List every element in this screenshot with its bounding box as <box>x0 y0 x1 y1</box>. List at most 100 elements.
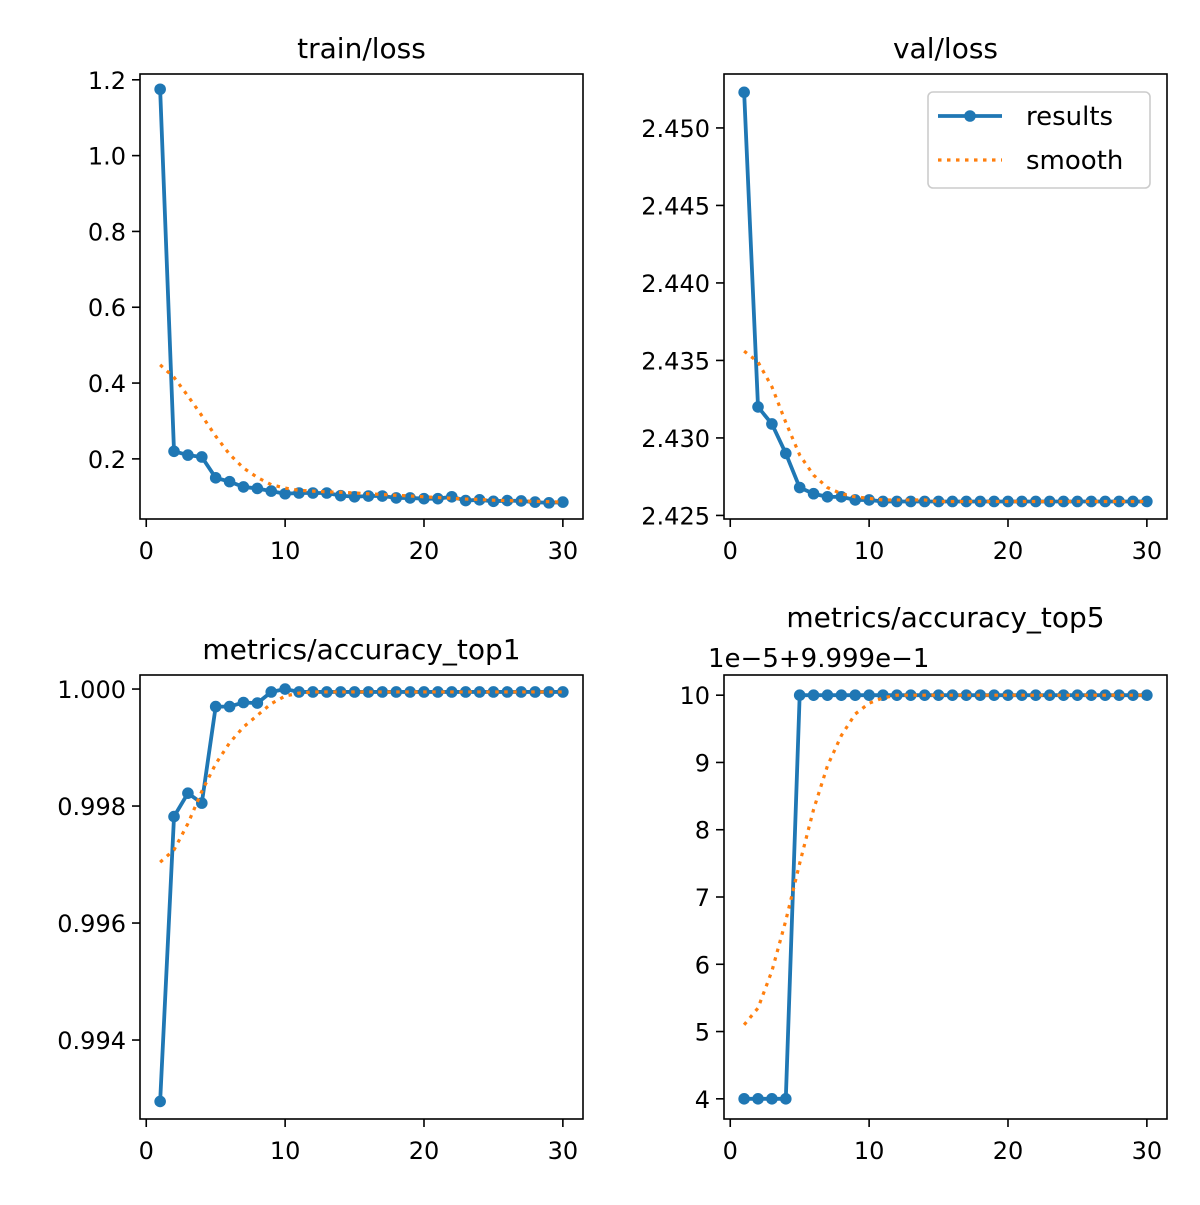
data-point-results <box>279 683 291 695</box>
chart-title: metrics/accuracy_top5 <box>786 601 1104 634</box>
data-point-results <box>988 689 1000 701</box>
x-tick-label: 10 <box>854 1137 885 1165</box>
data-point-results <box>752 401 764 413</box>
data-point-results <box>1141 689 1153 701</box>
series-line-results <box>158 687 563 1102</box>
data-point-results <box>766 1093 778 1105</box>
y-tick-label: 6 <box>695 951 710 979</box>
y-tick-label: 10 <box>679 682 710 710</box>
data-point-results <box>988 495 1000 508</box>
data-point-results <box>793 481 806 494</box>
y-tick-label: 2.430 <box>641 425 710 453</box>
y-tick-label: 7 <box>695 884 710 912</box>
data-point-results <box>251 697 264 709</box>
data-point-results <box>779 1093 792 1105</box>
data-point-results <box>404 492 416 504</box>
y-tick-label: 9 <box>695 749 710 777</box>
series-line-smooth <box>159 363 563 504</box>
data-point-results <box>1016 495 1028 508</box>
data-point-results <box>1057 495 1070 508</box>
data-point-results <box>237 696 250 709</box>
data-point-results <box>168 810 180 823</box>
data-point-results <box>182 787 194 799</box>
data-point-results <box>362 686 375 698</box>
data-point-results <box>1029 689 1042 701</box>
data-point-results <box>1127 689 1139 701</box>
data-point-results <box>168 445 180 458</box>
data-point-results <box>1002 689 1014 701</box>
axes-frame <box>139 73 584 520</box>
y-tick-label: 2.435 <box>641 347 710 375</box>
x-tick-label: 30 <box>548 1137 579 1165</box>
data-point-results <box>863 689 875 701</box>
data-point-results <box>877 495 889 508</box>
chart-title: train/loss <box>297 32 426 65</box>
legend: results smooth <box>927 91 1151 189</box>
data-point-results <box>960 689 973 701</box>
y-tick-label: 0.998 <box>57 793 126 821</box>
data-point-results <box>960 495 973 508</box>
data-point-results <box>376 686 389 698</box>
data-point-results <box>487 686 500 698</box>
data-point-results <box>223 475 236 488</box>
data-point-results <box>821 491 834 503</box>
series-line-smooth <box>743 349 1147 504</box>
data-point-results <box>237 481 250 493</box>
data-point-results <box>209 700 222 713</box>
series-line-results <box>158 89 563 505</box>
x-tick-label: 0 <box>723 1137 738 1165</box>
x-tick-label: 30 <box>1132 1137 1163 1165</box>
data-point-results <box>432 686 444 698</box>
data-point-results <box>307 487 319 499</box>
x-tick-label: 30 <box>548 537 579 565</box>
y-tick-label: 0.996 <box>57 910 126 938</box>
data-point-results <box>515 686 528 698</box>
y-tick-label: 2.425 <box>641 502 710 530</box>
y-tick-label: 1.0 <box>88 143 126 171</box>
data-point-results <box>904 689 917 701</box>
y-tick-label: 1.000 <box>57 676 126 704</box>
legend-label-results: results <box>1026 102 1113 132</box>
data-point-results <box>418 492 430 505</box>
data-point-results <box>1141 495 1153 508</box>
chart-panel-1: train/loss 0 10 20 30 0.2 0.4 0.6 0.8 1.0 1.2 <box>88 32 584 565</box>
x-tick-label: 0 <box>139 1137 154 1165</box>
data-point-results <box>459 686 472 698</box>
data-point-results <box>793 689 806 701</box>
y-tick-label: 0.6 <box>88 294 126 322</box>
data-point-results <box>209 472 222 484</box>
axes-frame <box>139 674 584 1120</box>
data-point-results <box>195 451 208 463</box>
data-point-results <box>557 496 569 508</box>
y-tick-label: 1.2 <box>88 67 126 95</box>
y-tick-label: 5 <box>695 1019 710 1047</box>
y-tick-label: 2.440 <box>641 270 710 298</box>
y-tick-label: 8 <box>695 817 710 845</box>
axes-frame <box>723 73 1168 520</box>
data-point-results <box>752 1093 764 1105</box>
data-point-results <box>932 495 945 508</box>
x-tick-label: 20 <box>993 537 1024 565</box>
chart-title: val/loss <box>893 32 998 65</box>
data-point-results <box>1029 495 1042 508</box>
x-tick-label: 0 <box>723 537 738 565</box>
data-point-results <box>265 485 278 497</box>
data-point-results <box>154 1095 166 1108</box>
data-point-results <box>835 689 848 701</box>
data-point-results <box>251 482 264 495</box>
data-point-results <box>1113 495 1125 508</box>
series-line-smooth <box>742 693 1147 1026</box>
axes-frame <box>723 674 1168 1120</box>
y-tick-label: 0.4 <box>88 370 126 398</box>
x-tick-label: 20 <box>409 537 440 565</box>
data-point-results <box>1085 689 1098 701</box>
y-tick-label: 0.8 <box>88 218 126 246</box>
chart-panel-2: val/loss 0 10 20 30 2.425 2.430 2.435 2.440 2.445… <box>641 32 1168 565</box>
y-tick-label: 4 <box>695 1086 710 1114</box>
series-line-results <box>744 693 1147 1101</box>
x-tick-label: 10 <box>854 537 885 565</box>
data-point-results <box>223 700 236 713</box>
data-point-results <box>557 686 569 698</box>
data-point-results <box>182 449 194 461</box>
data-point-results <box>807 487 820 500</box>
